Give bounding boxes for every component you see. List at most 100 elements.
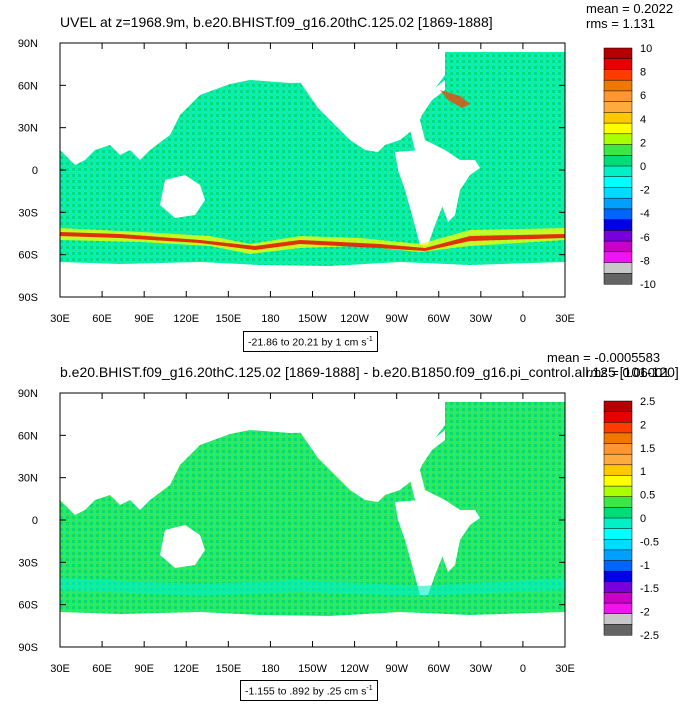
- land-australia: [160, 175, 205, 218]
- map-field: [60, 393, 565, 647]
- noise-band: [60, 578, 565, 596]
- acc-band: [60, 90, 565, 254]
- y-tick-label: 90S: [18, 642, 38, 654]
- range-text: -21.86 to 20.21 by 1 cm s: [248, 336, 367, 349]
- colorbar-swatch: [603, 101, 633, 113]
- colorbar-tick-label: -2: [640, 607, 650, 619]
- land-antarctica: [60, 612, 565, 647]
- colorbar-swatch: [603, 58, 633, 71]
- x-tick-label: 120E: [173, 313, 199, 325]
- colorbar-swatch: [603, 411, 633, 423]
- x-tick-label: 0: [520, 663, 526, 675]
- colorbar-tick-label: 4: [640, 114, 646, 126]
- x-tick-label: 150E: [215, 663, 241, 675]
- land-masks: [60, 43, 565, 297]
- axes: 30E 60E 90E 120E 150E 180 150W 120W 90W 60W 30W 0 30…: [18, 388, 575, 675]
- x-tick-label: 150W: [298, 313, 327, 325]
- colorbar-swatch: [603, 507, 633, 519]
- colorbar-swatch: [603, 144, 633, 156]
- colorbar-tick-label: 8: [640, 67, 646, 79]
- colorbar-swatch: [603, 208, 633, 221]
- colorbar-swatch: [603, 176, 633, 189]
- colorbar-swatch: [603, 155, 633, 167]
- x-tick-label: 150E: [215, 313, 241, 325]
- x-tick-label: 30W: [470, 313, 493, 325]
- x-tick-label: 90E: [134, 313, 154, 325]
- x-tick-label: 30W: [470, 663, 493, 675]
- colorbar-tick-label: 0: [640, 161, 646, 173]
- colorbar-swatch: [603, 464, 633, 477]
- y-tick-label: 30S: [18, 207, 38, 219]
- colorbar-tick-label: -10: [640, 279, 656, 291]
- y-tick-label: 90N: [18, 388, 38, 400]
- x-tick-label: 30E: [555, 313, 575, 325]
- colorbar-tick-label: 6: [640, 90, 646, 102]
- colorbar-tick-label: -1.5: [640, 583, 659, 595]
- range-text: -1.155 to .892 by .25 cm s: [245, 685, 367, 698]
- colorbar-swatch: [603, 422, 633, 434]
- x-tick-label: 30E: [555, 663, 575, 675]
- colorbar: 10 8 6 4 2 0 -2 -4 -6 -8 -10: [603, 43, 656, 291]
- y-tick-label: 60S: [18, 250, 38, 262]
- panel-bottom: b.e20.BHIST.f09_g16.20thC.125.02 [1869-1…: [18, 350, 679, 675]
- x-tick-label: 60W: [427, 663, 450, 675]
- x-tick-label: 150W: [298, 663, 327, 675]
- x-tick-label: 180: [261, 663, 279, 675]
- colorbar-swatch: [603, 485, 633, 498]
- colorbar-swatch: [603, 581, 633, 594]
- colorbar-tick-label: 1: [640, 466, 646, 478]
- land-north-america: [300, 430, 445, 502]
- x-tick-label: 120W: [340, 313, 369, 325]
- map-field: [60, 43, 565, 297]
- colorbar-tick-label: 2: [640, 419, 646, 431]
- colorbar-tick-label: 1.5: [640, 443, 655, 455]
- contour-range-label: -1.155 to .892 by .25 cm s-1: [240, 680, 378, 701]
- colorbar-tick-label: -0.5: [640, 536, 659, 548]
- x-tick-label: 120E: [173, 663, 199, 675]
- y-tick-label: 90S: [18, 292, 38, 304]
- colorbar-swatch: [603, 624, 633, 636]
- panel-title: UVEL at z=1968.9m, b.e20.BHIST.f09_g16.2…: [60, 14, 493, 30]
- colorbar-tick-label: 2.5: [640, 396, 655, 408]
- x-tick-label: 30E: [50, 663, 70, 675]
- colorbar-swatch: [603, 443, 633, 455]
- land-south-america: [395, 500, 450, 595]
- colorbar-tick-label: -6: [640, 232, 650, 244]
- axes: 30E 60E 90E 120E 150E 180 150W 120W 90W 60W 30W 0 30…: [18, 38, 575, 325]
- mean-stat: mean = -0.0005583: [547, 350, 660, 365]
- colorbar-swatch: [603, 539, 633, 551]
- colorbar-swatch: [603, 592, 633, 604]
- y-tick-label: 30N: [18, 123, 38, 135]
- x-tick-label: 30E: [50, 313, 70, 325]
- y-tick-label: 60N: [18, 430, 38, 442]
- colorbar-swatch: [603, 90, 633, 103]
- y-tick-label: 0: [32, 515, 38, 527]
- panel-title: b.e20.BHIST.f09_g16.20thC.125.02 [1869-1…: [60, 364, 679, 380]
- colorbar-swatch: [603, 549, 633, 562]
- x-tick-label: 120W: [340, 663, 369, 675]
- y-tick-label: 60N: [18, 80, 38, 92]
- colorbar-swatch: [603, 570, 633, 583]
- x-tick-label: 60W: [427, 313, 450, 325]
- colorbar-swatch: [603, 453, 633, 466]
- rms-stat: rms = 0.06001: [586, 365, 669, 380]
- range-unit-exponent: -1: [366, 336, 373, 343]
- colorbar-swatch: [603, 122, 633, 135]
- colorbar-swatch: [603, 165, 633, 178]
- acc-band-core: [60, 232, 565, 251]
- colorbar-tick-label: -2.5: [640, 630, 659, 642]
- colorbar-swatch: [603, 219, 633, 231]
- land-antarctica: [60, 262, 565, 297]
- colorbar-swatch: [603, 79, 633, 92]
- colorbar-swatch: [603, 240, 633, 253]
- colorbar-swatch: [603, 613, 633, 625]
- colorbar-swatch: [603, 133, 633, 146]
- x-tick-label: 60E: [92, 313, 112, 325]
- colorbar-tick-label: 10: [640, 43, 652, 55]
- colorbar-swatch: [603, 602, 633, 615]
- colorbar-swatch: [603, 273, 633, 285]
- colorbar-swatch: [603, 187, 633, 199]
- colorbar-swatch: [603, 69, 633, 81]
- colorbar-swatch: [603, 47, 633, 60]
